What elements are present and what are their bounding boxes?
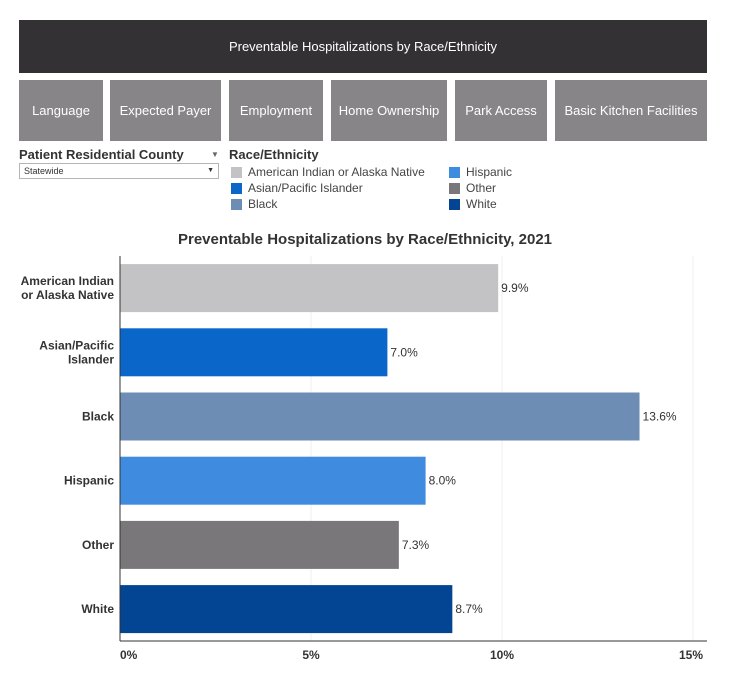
county-filter-label: Patient Residential County <box>19 147 184 162</box>
legend-swatch <box>231 166 242 178</box>
legend-label: Black <box>248 197 278 211</box>
data-label: 9.9% <box>501 281 529 295</box>
category-label: or Alaska Native <box>21 288 114 302</box>
chevron-down-icon: ▼ <box>207 167 214 174</box>
category-label: White <box>81 602 114 616</box>
data-label: 7.3% <box>402 538 430 552</box>
county-select-value: Statewide <box>24 166 64 176</box>
category-label: Islander <box>68 352 114 366</box>
x-tick-label: 15% <box>679 648 703 662</box>
legend-label: White <box>466 197 497 211</box>
data-label: 7.0% <box>390 345 418 359</box>
legend-swatch <box>449 182 460 194</box>
legend-label: Other <box>466 181 497 195</box>
category-label: American Indian <box>21 274 114 288</box>
nav-button-expected-payer[interactable]: Expected Payer <box>110 80 221 141</box>
chart-title: Preventable Hospitalizations by Race/Eth… <box>177 231 553 248</box>
legend-label: Asian/Pacific Islander <box>248 181 363 195</box>
legend-swatch <box>449 198 460 210</box>
data-label: 8.7% <box>455 602 483 616</box>
header-title: Preventable Hospitalizations by Race/Eth… <box>228 39 498 54</box>
bar[interactable] <box>120 392 640 441</box>
legend-item[interactable]: Asian/Pacific Islander <box>231 181 363 195</box>
bar[interactable] <box>120 520 399 569</box>
bar[interactable] <box>120 264 499 313</box>
x-tick-label: 0% <box>120 648 138 662</box>
nav-button-employment[interactable]: Employment <box>229 80 323 141</box>
bar[interactable] <box>120 328 388 377</box>
legend-item[interactable]: Other <box>449 181 496 195</box>
category-label: Asian/Pacific <box>39 338 114 352</box>
legend-swatch <box>231 198 242 210</box>
legend-swatch <box>449 166 460 178</box>
county-select[interactable]: Statewide ▼ <box>19 163 219 179</box>
nav-button-language[interactable]: Language <box>19 80 103 141</box>
bar[interactable] <box>120 456 426 505</box>
legend-label: American Indian or Alaska Native <box>248 165 425 179</box>
x-tick-label: 10% <box>490 648 514 662</box>
category-label: Hispanic <box>64 474 114 488</box>
legend-item[interactable]: American Indian or Alaska Native <box>231 165 425 179</box>
filter-menu-caret-icon[interactable]: ▼ <box>211 150 219 159</box>
legend-swatch <box>231 182 242 194</box>
legend-item[interactable]: White <box>449 197 497 211</box>
category-label: Black <box>82 410 114 424</box>
nav-button-park-access[interactable]: Park Access <box>455 80 547 141</box>
data-label: 13.6% <box>643 410 677 424</box>
legend-label: Hispanic <box>466 165 513 179</box>
category-label: Other <box>82 538 114 552</box>
data-label: 8.0% <box>429 474 457 488</box>
x-tick-label: 5% <box>302 648 320 662</box>
legend-item[interactable]: Black <box>231 197 277 211</box>
nav-button-basic-kitchen-facilities[interactable]: Basic Kitchen Facilities <box>555 80 707 141</box>
legend-item[interactable]: Hispanic <box>449 165 512 179</box>
dashboard-header: Preventable Hospitalizations by Race/Eth… <box>19 20 707 73</box>
nav-button-home-ownership[interactable]: Home Ownership <box>331 80 447 141</box>
bar[interactable] <box>120 585 453 634</box>
legend-title: Race/Ethnicity <box>229 147 319 162</box>
